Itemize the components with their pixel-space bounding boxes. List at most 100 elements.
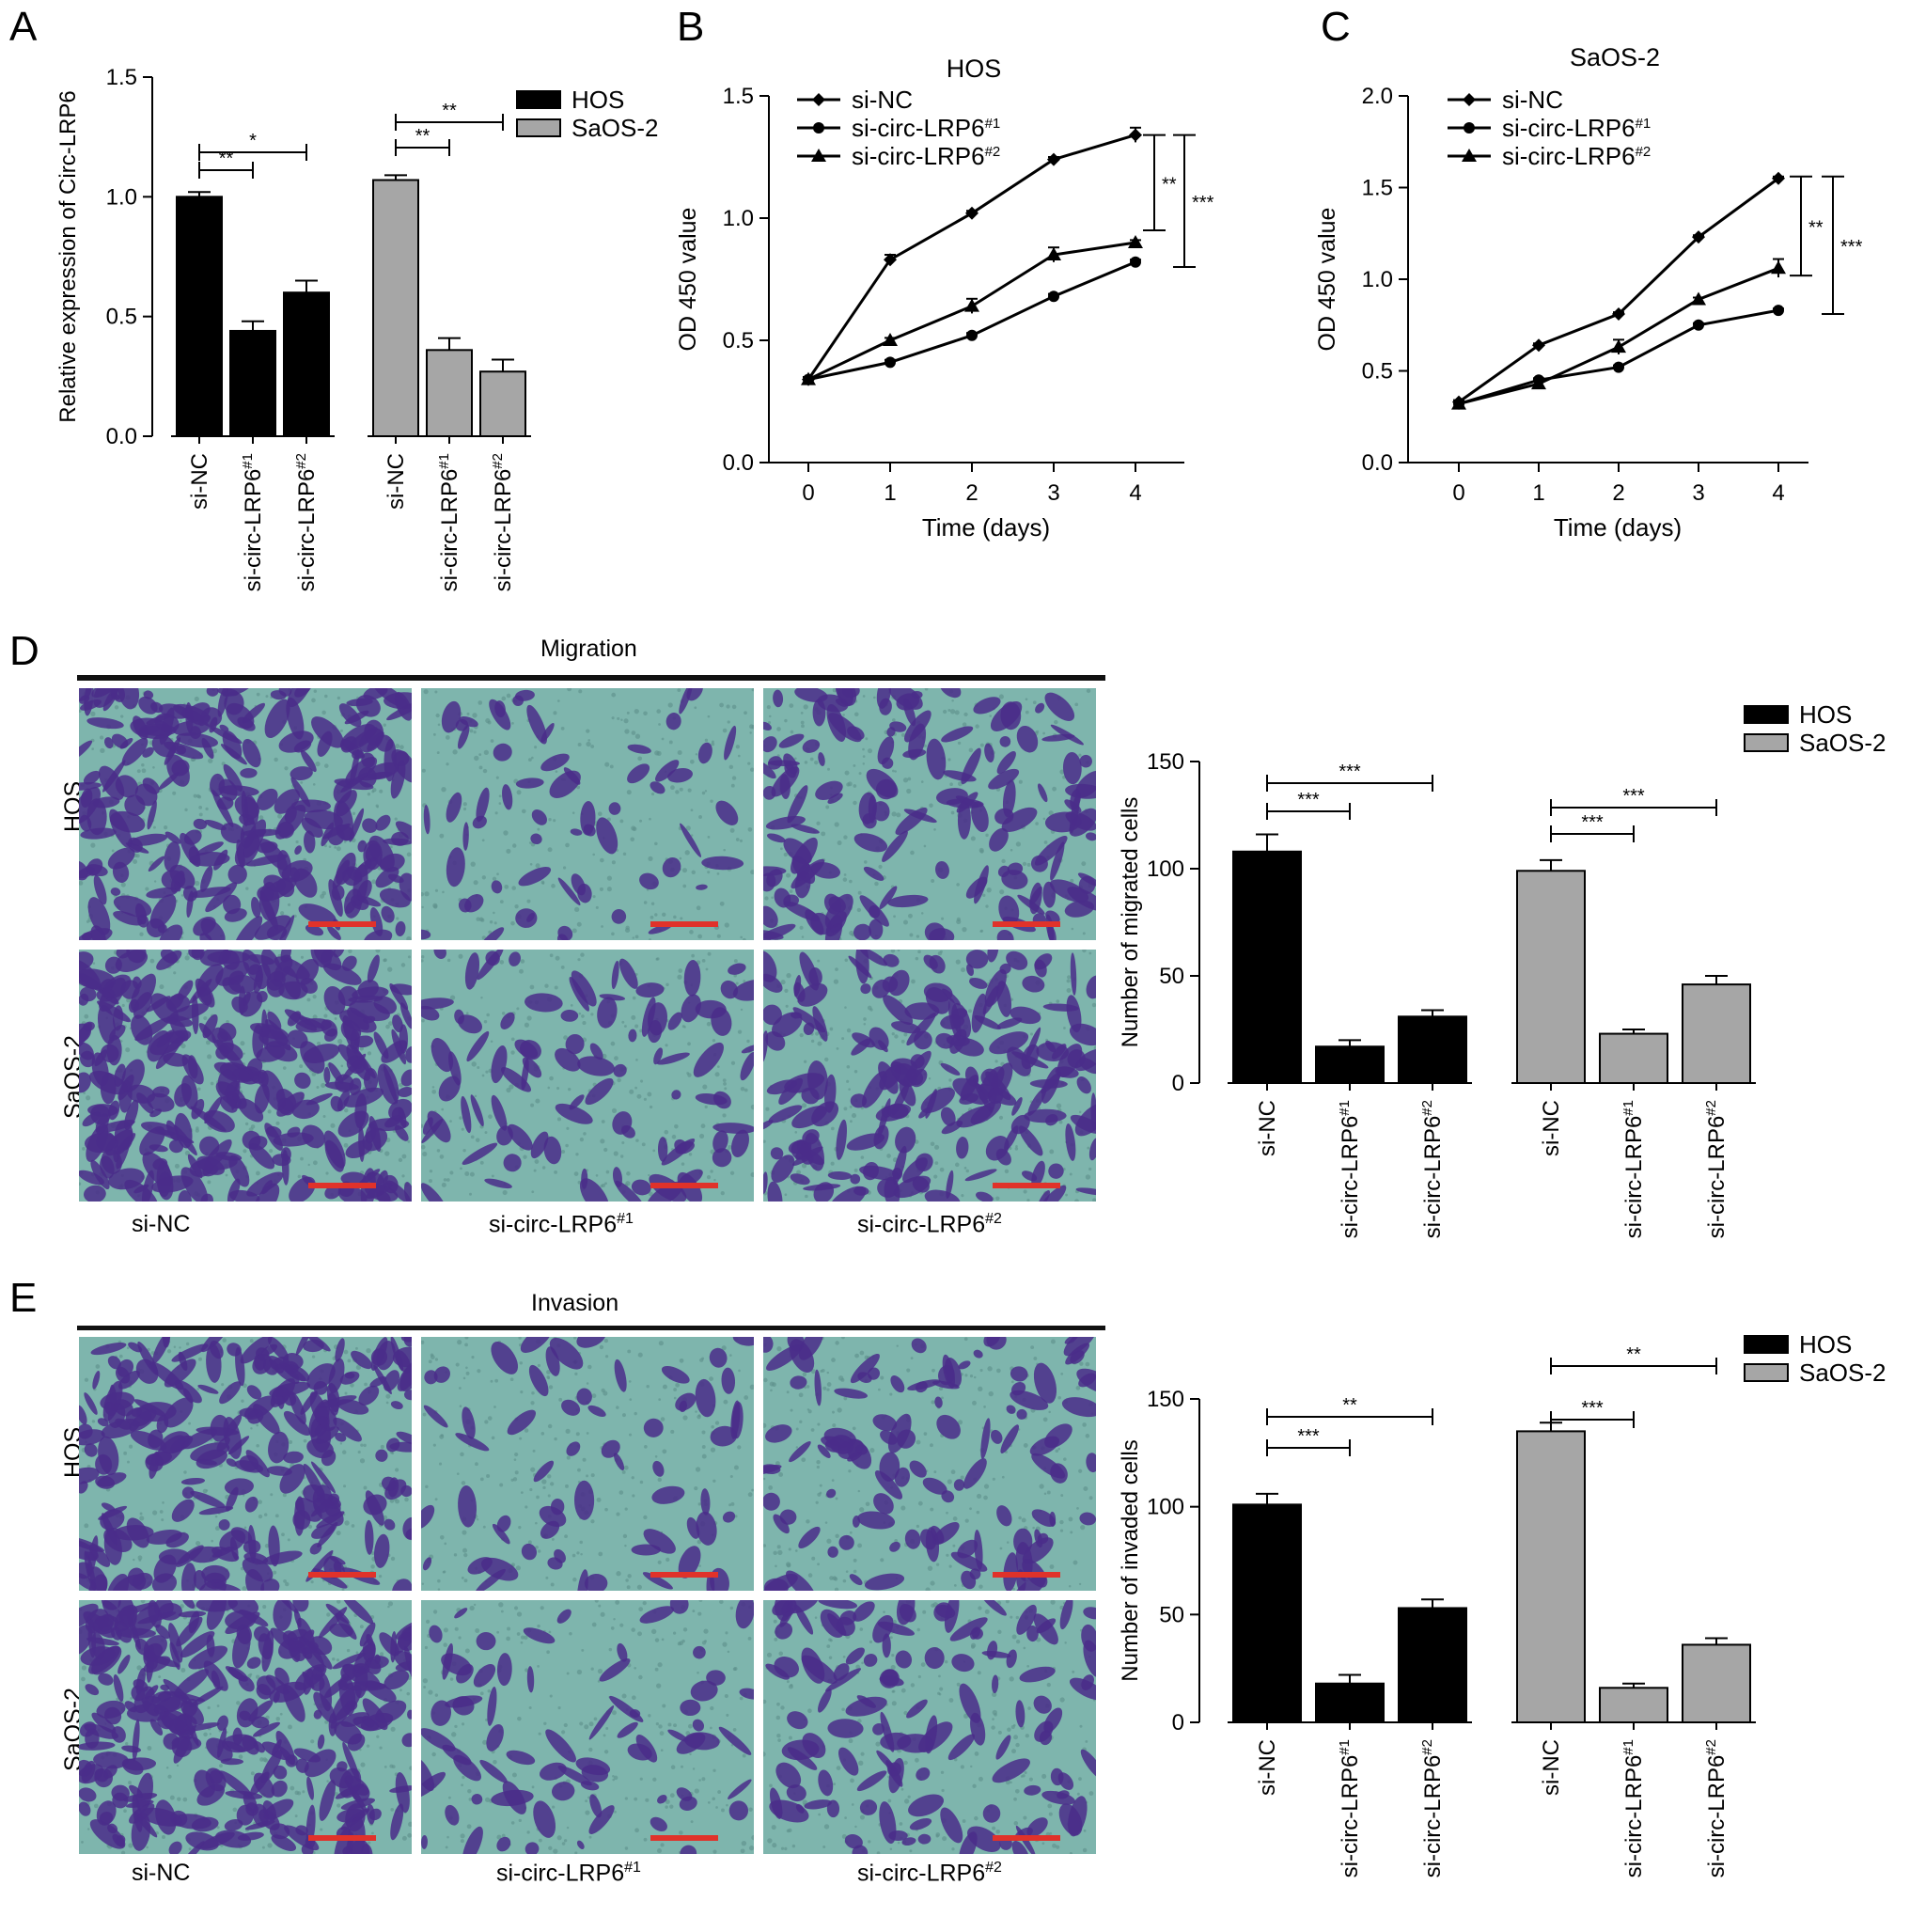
membrane-pore bbox=[128, 1843, 133, 1848]
stained-cell bbox=[710, 1425, 738, 1447]
membrane-pore bbox=[441, 1182, 446, 1187]
membrane-pore bbox=[606, 887, 612, 892]
data-point bbox=[1613, 361, 1624, 373]
membrane-pore bbox=[681, 868, 688, 873]
membrane-pore bbox=[862, 762, 866, 765]
stained-cell bbox=[239, 1710, 251, 1721]
membrane-pore bbox=[727, 720, 730, 724]
stained-cell bbox=[142, 778, 160, 794]
stained-cell bbox=[121, 737, 149, 766]
stained-cell bbox=[298, 903, 337, 926]
stained-cell bbox=[859, 950, 888, 966]
membrane-pore bbox=[1048, 1410, 1051, 1414]
membrane-pore bbox=[477, 1369, 481, 1374]
stained-cell bbox=[107, 1356, 121, 1370]
data-point bbox=[883, 333, 898, 346]
membrane-pore bbox=[665, 1044, 668, 1047]
stained-cell bbox=[363, 1015, 376, 1024]
stained-cell bbox=[82, 1111, 102, 1127]
stained-cell bbox=[771, 1154, 795, 1183]
stained-cell bbox=[103, 737, 114, 749]
membrane-pore bbox=[267, 1843, 273, 1848]
scale-bar bbox=[993, 1183, 1060, 1188]
membrane-pore bbox=[908, 913, 913, 919]
membrane-pore bbox=[407, 1139, 411, 1143]
membrane-pore bbox=[118, 1354, 123, 1359]
membrane-pore bbox=[799, 925, 804, 930]
membrane-pore bbox=[125, 1047, 131, 1053]
membrane-pore bbox=[778, 1472, 784, 1477]
membrane-pore bbox=[438, 1462, 443, 1466]
membrane-pore bbox=[137, 1555, 143, 1561]
stained-cell bbox=[258, 1029, 289, 1047]
stained-cell bbox=[1027, 1088, 1047, 1116]
stained-cell bbox=[829, 1186, 867, 1202]
membrane-pore bbox=[470, 861, 476, 867]
stained-cell bbox=[178, 1189, 192, 1202]
stained-cell bbox=[202, 1013, 218, 1039]
membrane-pore bbox=[582, 1021, 587, 1026]
membrane-pore bbox=[458, 953, 463, 959]
stained-cell bbox=[876, 688, 891, 709]
stained-cell bbox=[102, 1600, 124, 1625]
membrane-pore bbox=[627, 1574, 632, 1579]
membrane-pore bbox=[295, 840, 299, 844]
stained-cell bbox=[732, 1337, 754, 1346]
stained-cell bbox=[276, 915, 295, 940]
membrane-pore bbox=[203, 1015, 208, 1021]
membrane-pore bbox=[208, 758, 213, 763]
membrane-pore bbox=[802, 1372, 807, 1377]
membrane-pore bbox=[279, 911, 285, 916]
membrane-pore bbox=[848, 1088, 851, 1092]
x-tick-label: si-circ-LRP6#1 bbox=[1620, 1739, 1647, 1877]
membrane-pore bbox=[671, 1134, 677, 1139]
membrane-pore bbox=[910, 1357, 914, 1360]
membrane-pore bbox=[439, 1154, 445, 1159]
stained-cell bbox=[763, 1171, 768, 1194]
x-tick-label: 4 bbox=[1129, 480, 1141, 506]
stained-cell bbox=[1016, 1408, 1027, 1420]
membrane-pore bbox=[281, 1532, 285, 1537]
membrane-pore bbox=[487, 1416, 493, 1421]
membrane-pore bbox=[383, 723, 386, 727]
membrane-pore bbox=[678, 968, 683, 973]
membrane-pore bbox=[501, 696, 507, 701]
stained-cell bbox=[806, 1060, 828, 1100]
stained-cell bbox=[763, 905, 778, 929]
stained-cell bbox=[336, 790, 357, 817]
data-point bbox=[1773, 305, 1784, 317]
membrane-pore bbox=[916, 935, 920, 938]
membrane-pore bbox=[658, 1724, 663, 1729]
membrane-pore bbox=[604, 1182, 607, 1186]
stained-cell bbox=[514, 689, 535, 701]
membrane-pore bbox=[183, 1470, 187, 1474]
membrane-pore bbox=[1081, 861, 1087, 867]
stained-cell bbox=[180, 1563, 196, 1591]
stained-cell bbox=[1076, 1076, 1091, 1094]
membrane-pore bbox=[696, 905, 701, 911]
stained-cell bbox=[886, 727, 896, 737]
membrane-pore bbox=[560, 965, 565, 969]
membrane-pore bbox=[449, 1120, 452, 1123]
membrane-pore bbox=[824, 1057, 829, 1062]
stained-cell bbox=[951, 1008, 968, 1020]
stained-cell bbox=[164, 1397, 194, 1428]
membrane-pore bbox=[844, 770, 850, 776]
invasion-micrograph bbox=[421, 1337, 754, 1591]
significance-label: *** bbox=[1840, 237, 1863, 258]
stained-cell bbox=[686, 1516, 700, 1539]
stained-cell bbox=[531, 809, 547, 825]
membrane-pore bbox=[529, 862, 533, 866]
membrane-pore bbox=[668, 740, 673, 745]
stained-cell bbox=[301, 1844, 314, 1854]
membrane-pore bbox=[999, 1547, 1003, 1550]
membrane-pore bbox=[576, 785, 581, 790]
membrane-pore bbox=[935, 1563, 940, 1566]
stained-cell bbox=[377, 1063, 399, 1105]
bar bbox=[1398, 1015, 1467, 1085]
membrane-pore bbox=[511, 721, 514, 725]
membrane-pore bbox=[123, 1451, 128, 1455]
membrane-pore bbox=[722, 1113, 727, 1118]
membrane-pore bbox=[127, 1460, 130, 1464]
stained-cell bbox=[765, 1030, 786, 1051]
